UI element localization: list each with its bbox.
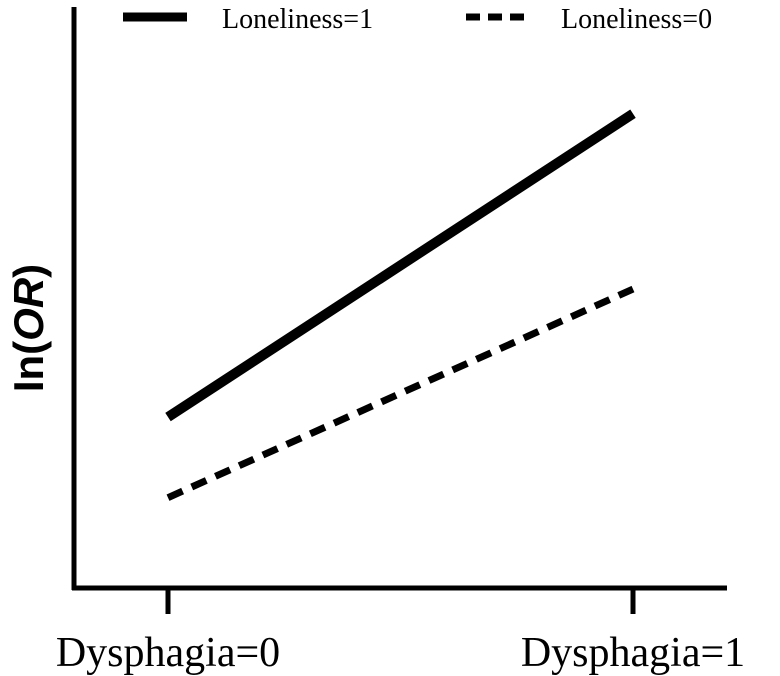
legend-label-loneliness-0: Loneliness=0 — [561, 4, 712, 35]
x-ticks: Dysphagia=0 Dysphagia=1 — [56, 588, 745, 676]
series-line-loneliness-1 — [165, 109, 636, 422]
legend: Loneliness=1 Loneliness=0 — [123, 4, 712, 35]
x-tick-label: Dysphagia=0 — [56, 630, 280, 676]
series-lines — [165, 109, 636, 501]
series-line-loneliness-0 — [166, 285, 635, 501]
y-axis-label: In(OR) — [5, 264, 52, 392]
x-tick-label: Dysphagia=1 — [521, 630, 745, 676]
legend-label-loneliness-1: Loneliness=1 — [222, 4, 373, 35]
